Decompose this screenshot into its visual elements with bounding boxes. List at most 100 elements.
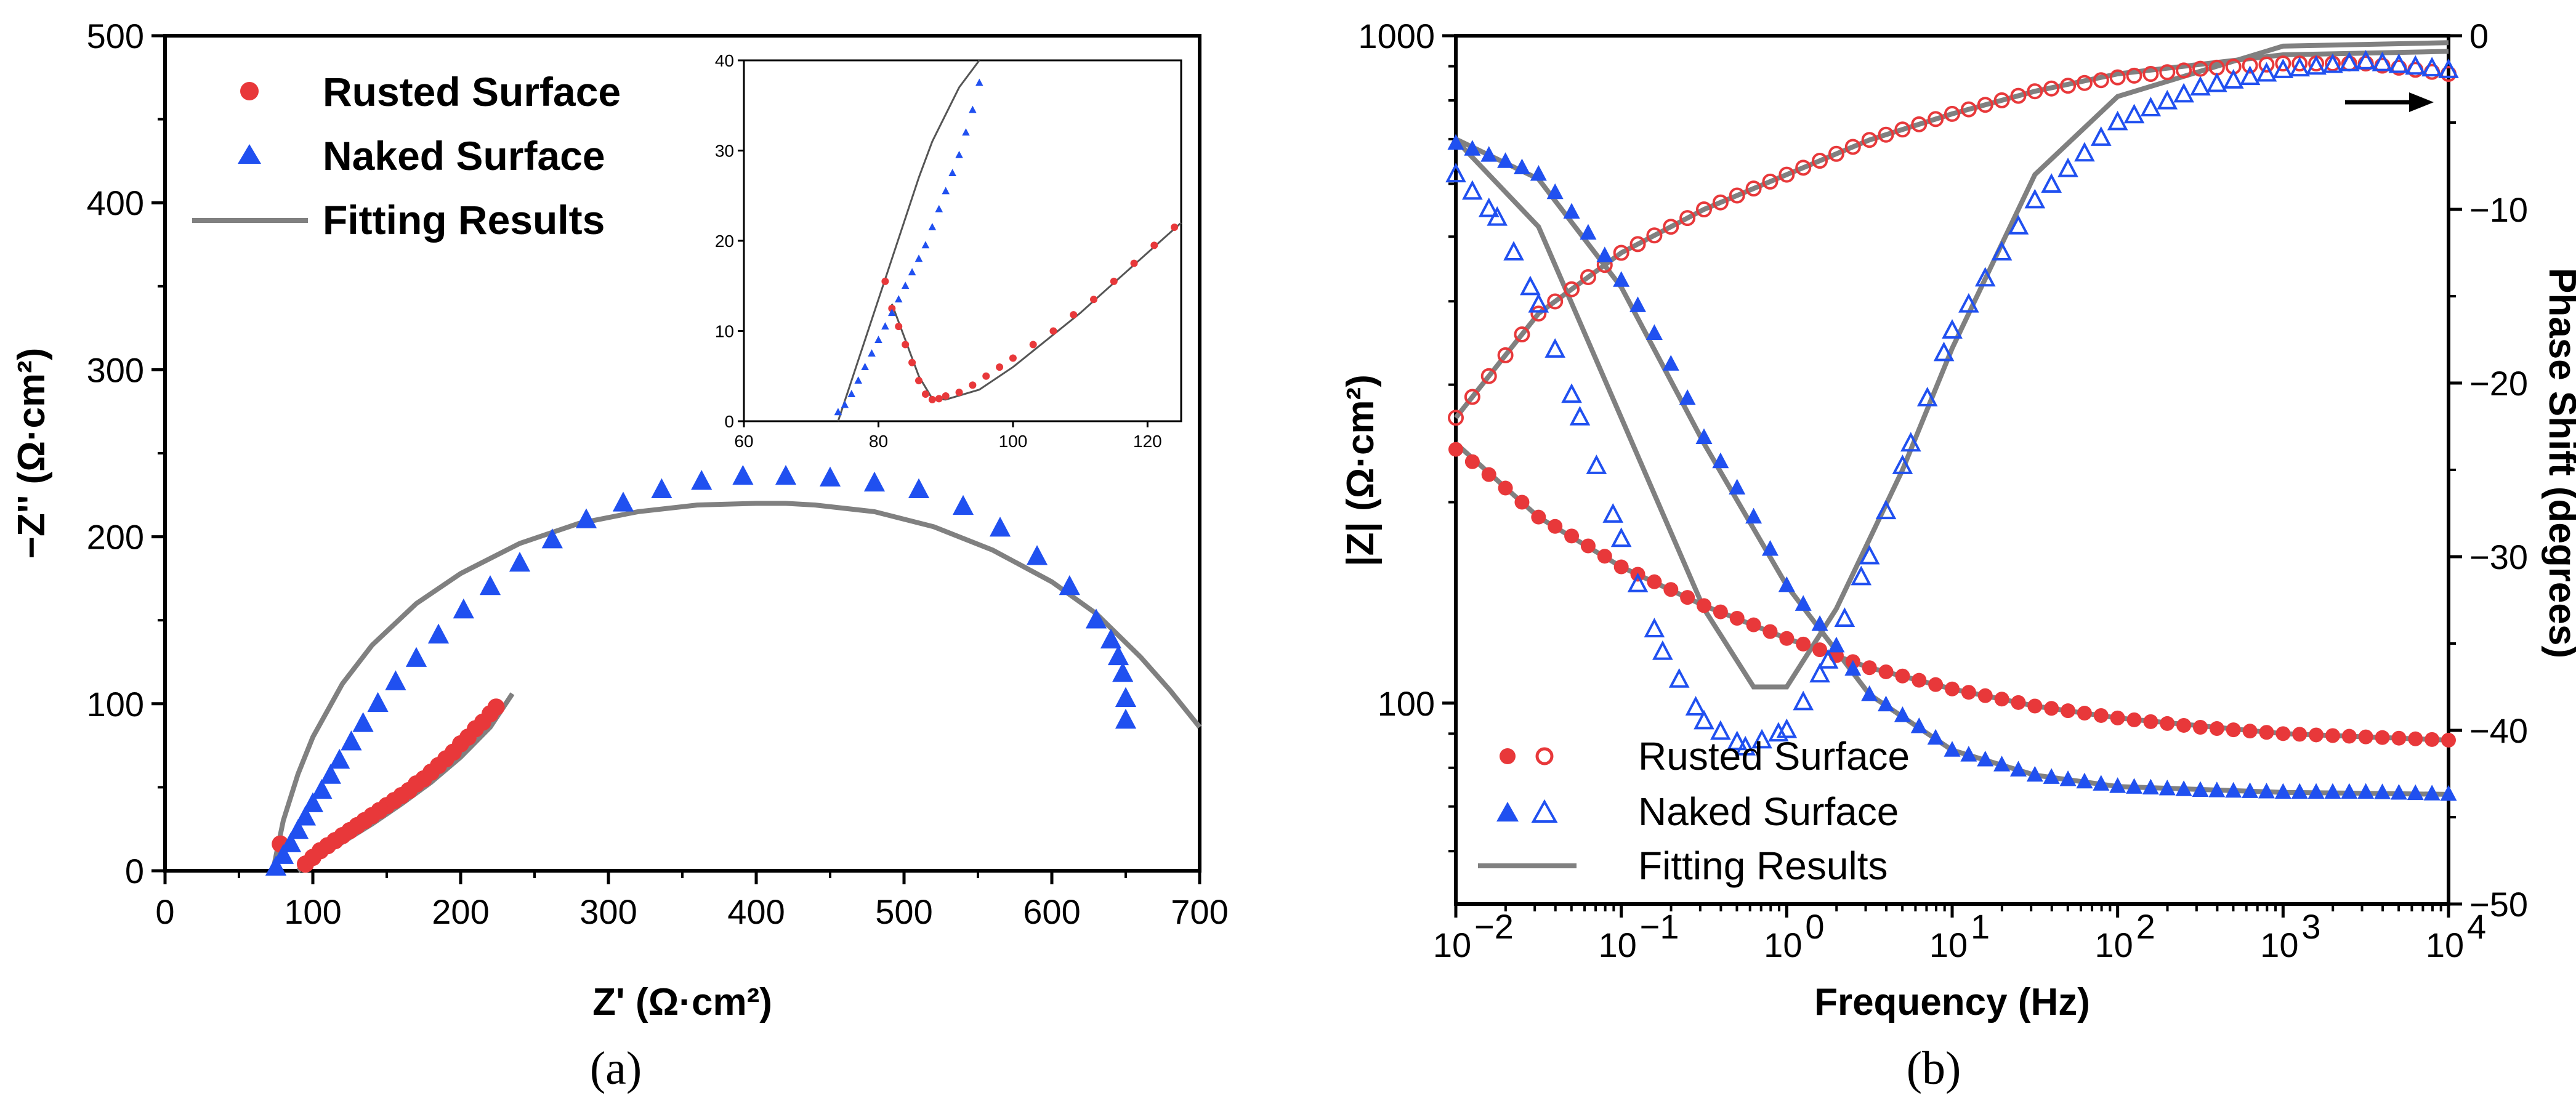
naked-phase-point: [2289, 57, 2311, 77]
inset-naked-point: [834, 408, 842, 416]
naked-impedance-point: [1828, 636, 1845, 653]
inset-naked-point: [847, 390, 856, 397]
inset-rusted-point: [1029, 341, 1037, 349]
panel-b-left-y-ticks: 100 1000: [1358, 17, 1456, 853]
naked-impedance-point: [2440, 785, 2457, 801]
rusted-impedance-point: [1862, 660, 1877, 676]
inset-y-tick-label: 10: [715, 322, 734, 341]
rusted-impedance-point: [1878, 664, 1894, 679]
naked-point: [294, 805, 317, 826]
panel-b-label: (b): [1907, 1043, 1961, 1094]
inset-naked-point: [962, 128, 970, 136]
legend-rusted-label: Rusted Surface: [323, 69, 621, 115]
rusted-impedance-point: [2309, 727, 2324, 743]
rusted-phase-point: [1646, 227, 1663, 244]
rusted-impedance-point: [1729, 611, 1745, 626]
rusted-phase-point: [1812, 153, 1828, 169]
rusted-phase-point: [1514, 326, 1530, 343]
naked-impedance-point: [1464, 140, 1481, 156]
naked-phase-point: [2090, 126, 2112, 146]
naked-impedance-point: [2423, 785, 2441, 801]
x-tick-label: 10: [1599, 926, 1637, 964]
rusted-impedance-point: [1514, 494, 1530, 510]
y-tick-label: 500: [87, 17, 144, 55]
panel-b-plot-frame: [1454, 34, 2450, 906]
naked-impedance-point: [2324, 783, 2341, 799]
panel-a-inset: 60 80 100 120 0 10 20 30 40: [715, 51, 1182, 451]
inset-y-ticks: 0 10 20 30 40: [715, 51, 744, 431]
inset-naked-point: [868, 349, 876, 357]
naked-impedance-point: [1960, 746, 1977, 762]
naked-impedance-point: [1761, 540, 1779, 556]
rusted-point: [487, 698, 505, 716]
inset-naked-point: [969, 105, 977, 113]
x-tick-label: 600: [1023, 892, 1080, 931]
x-tick-label: 100: [284, 892, 341, 931]
naked-phase-point: [2107, 110, 2128, 131]
naked-phase-point: [1768, 722, 1789, 742]
naked-point: [479, 575, 501, 595]
naked-impedance-point: [2126, 778, 2143, 794]
rusted-phase-point: [1944, 105, 1960, 122]
x-tick-label: 0: [155, 892, 174, 931]
naked-impedance-point: [1629, 296, 1647, 312]
rusted-impedance-point: [2193, 720, 2208, 735]
inset-rusted-points: [881, 224, 1179, 403]
rusted-phase-point: [1564, 281, 1580, 297]
naked-impedance-point: [2407, 784, 2424, 801]
naked-impedance-point: [1861, 685, 1878, 701]
naked-point: [280, 832, 302, 852]
legend-b-naked-open-marker: [1531, 799, 1558, 823]
naked-phase-point: [2057, 157, 2078, 177]
naked-impedance-point: [2225, 781, 2242, 798]
naked-impedance-point: [1563, 203, 1580, 219]
panel-a-label: (a): [590, 1043, 642, 1094]
naked-impedance-point: [1480, 146, 1498, 162]
rusted-impedance-point: [1796, 636, 1811, 652]
naked-point: [352, 712, 374, 732]
naked-phase-point: [2008, 214, 2029, 235]
rusted-phase-point: [1960, 101, 1977, 118]
naked-phase-point: [2173, 83, 2194, 103]
naked-phase-point: [2239, 65, 2261, 86]
panel-b-right-y-ticks: 0 −10 −20 −30 −40 −50: [2449, 17, 2528, 924]
panel-b-x-ticks: 10 −2 10 −1 10 0 10 1 10 2 10 3 10 4: [1433, 904, 2486, 964]
rusted-phase-point: [1663, 219, 1679, 235]
rusted-phase-point: [1729, 187, 1745, 204]
rusted-phase-point: [2242, 57, 2258, 74]
panel-b-data-points: [1445, 50, 2459, 801]
right-axis-arrow: [2345, 92, 2434, 112]
naked-point: [453, 598, 474, 619]
rusted-impedance-point: [2044, 701, 2059, 716]
x-tick-exponent: 1: [1971, 907, 1990, 946]
inset-naked-point: [935, 204, 943, 212]
legend-b-fit-label: Fitting Results: [1638, 844, 1888, 888]
rusted-impedance-point: [2126, 712, 2142, 727]
inset-rusted-point: [908, 358, 916, 366]
naked-phase-point: [1685, 696, 1706, 716]
rusted-impedance-point: [1912, 672, 1927, 688]
rusted-impedance-point: [2408, 731, 2423, 746]
naked-impedance-point: [1613, 271, 1630, 287]
naked-phase-point: [2372, 51, 2393, 71]
naked-phase-point: [2041, 173, 2062, 193]
x-tick-exponent: 2: [2136, 907, 2155, 946]
x-tick-label: 10: [2095, 926, 2133, 964]
inset-rusted-point: [969, 381, 977, 389]
naked-phase-point: [1942, 319, 1963, 339]
x-tick-label: 700: [1171, 892, 1228, 931]
inset-naked-point: [901, 281, 910, 289]
legend-rusted-marker: [240, 82, 259, 100]
inset-rusted-point: [928, 395, 936, 403]
naked-impedance-point: [2158, 779, 2176, 796]
naked-phase-point: [1958, 293, 1979, 313]
naked-point: [320, 764, 341, 784]
naked-impedance-point: [1811, 615, 1828, 631]
inset-rusted-point: [982, 372, 990, 380]
naked-impedance-point: [1795, 595, 1812, 611]
naked-phase-point: [1776, 718, 1798, 738]
naked-phase-point: [1528, 293, 1549, 313]
rusted-phase-point: [1629, 236, 1646, 252]
naked-point: [908, 478, 930, 498]
rusted-phase-point: [1712, 194, 1729, 211]
